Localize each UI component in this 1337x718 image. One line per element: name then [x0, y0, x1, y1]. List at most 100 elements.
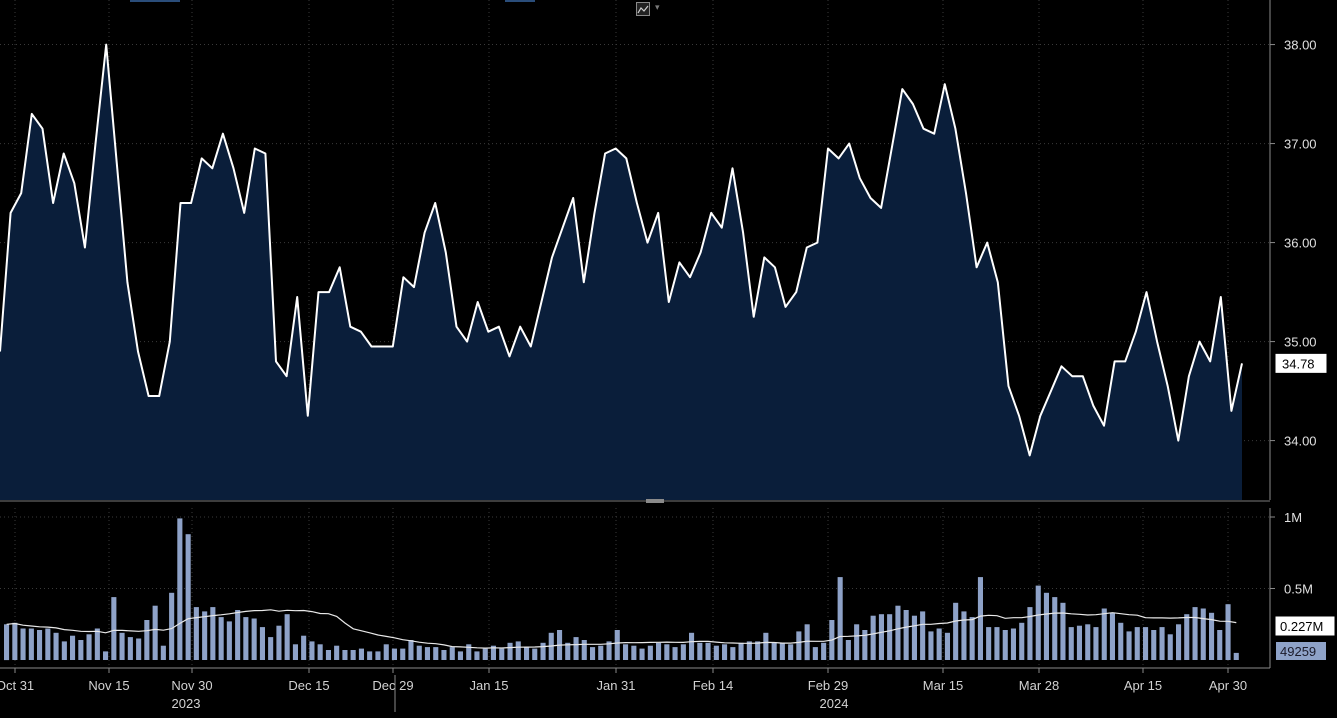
volume-bar [581, 640, 587, 660]
volume-bar [400, 648, 406, 660]
volume-bar [887, 614, 893, 660]
volume-bar [1019, 622, 1025, 660]
volume-bar [804, 624, 810, 661]
x-tick-label: Feb 29 [808, 678, 848, 693]
volume-bar [697, 642, 703, 660]
volume-bar [416, 645, 422, 660]
value-badges: 34.78 0.227M 49259 [1275, 353, 1335, 660]
volume-bar [812, 647, 818, 660]
volume-bar [837, 577, 843, 660]
volume-bar [1225, 604, 1231, 660]
volume-bar [903, 610, 909, 660]
volume-bar [358, 648, 364, 660]
last-price-value: 34.78 [1282, 356, 1315, 371]
volume-bar [169, 592, 175, 660]
volume-bar [490, 645, 496, 660]
volume-bar [28, 628, 34, 660]
volume-bar [821, 642, 827, 660]
volume-bar [573, 637, 579, 660]
volume-tick-label: 1M [1284, 510, 1302, 525]
volume-bar [771, 642, 777, 660]
x-tick-label: Oct 31 [0, 678, 34, 693]
volume-bar [235, 610, 241, 660]
volume-bar [606, 641, 612, 660]
x-tick-label: Dec 29 [372, 678, 413, 693]
price-tick-label: 38.00 [1284, 38, 1317, 53]
volume-bar [540, 642, 546, 660]
volume-bar [895, 605, 901, 660]
volume-bar [862, 630, 868, 660]
volume-bar [845, 640, 851, 660]
price-tick-label: 34.00 [1284, 434, 1317, 449]
axes: 38.00 37.00 36.00 35.00 34.00 1M 0.5M Oct 31 Nov… [0, 0, 1317, 712]
volume-bar [1167, 634, 1173, 660]
volume-bar [911, 615, 917, 660]
volume-bar [1118, 622, 1124, 660]
volume-bar [680, 644, 686, 660]
volume-bar [251, 618, 257, 660]
x-tick-label: Jan 15 [469, 678, 508, 693]
volume-bar [1192, 607, 1198, 660]
x-tick-label: Mar 15 [923, 678, 963, 693]
x-tick-label: Apr 30 [1209, 678, 1247, 693]
volume-bars [4, 518, 1239, 661]
volume-bar [482, 648, 488, 660]
last-price-badge [1275, 353, 1327, 373]
volume-bar [1134, 627, 1140, 660]
volume-bar [763, 632, 769, 660]
volume-tick-label: 0.5M [1284, 582, 1313, 597]
volume-bar [342, 650, 348, 660]
volume-bar [276, 625, 282, 660]
line-chart-icon[interactable] [636, 2, 650, 16]
chevron-down-icon[interactable]: ▾ [655, 3, 660, 13]
x-tick-label: Jan 31 [596, 678, 635, 693]
volume-bar [639, 648, 645, 660]
volume-bar [598, 645, 604, 660]
volume-bar [152, 605, 158, 660]
volume-bar [738, 642, 744, 660]
volume-bar [524, 647, 530, 660]
volume-bar [672, 647, 678, 660]
volume-bar [127, 637, 133, 660]
volume-bar [45, 628, 51, 660]
volume-bar [870, 615, 876, 660]
volume-bar [20, 628, 26, 660]
x-tick-label: Apr 15 [1124, 678, 1162, 693]
volume-bar [1010, 628, 1016, 660]
top-tab-right[interactable] [505, 0, 535, 2]
last-volume-badge [1276, 642, 1326, 660]
volume-bar [284, 614, 290, 660]
volume-bar [408, 640, 414, 660]
volume-bar [532, 648, 538, 660]
volume-bar [1176, 624, 1182, 661]
volume-bar [37, 630, 43, 660]
volume-bar [350, 650, 356, 660]
volume-bar [920, 611, 926, 660]
volume-bar [144, 620, 150, 660]
volume-bar [86, 634, 92, 660]
volume-bar [103, 651, 109, 660]
volume-bar [325, 650, 331, 660]
volume-average [6, 609, 1237, 649]
x-tick-label: Mar 28 [1019, 678, 1059, 693]
year-label: 2023 [172, 696, 201, 711]
volume-bar [457, 651, 463, 660]
volume-bar [185, 534, 191, 660]
price-line [0, 43, 1243, 457]
volume-bar [1200, 608, 1206, 660]
volume-bar [1217, 630, 1223, 660]
volume-bar [1184, 614, 1190, 660]
volume-bar [160, 645, 166, 660]
volume-bar [1093, 627, 1099, 660]
top-tab-left[interactable] [130, 0, 180, 2]
volume-bar [1151, 630, 1157, 660]
volume-bar [1159, 627, 1165, 660]
volume-bar [647, 645, 653, 660]
volume-bar [1076, 625, 1082, 660]
volume-bar [1052, 597, 1058, 660]
volume-bar [317, 644, 323, 660]
volume-bar [375, 651, 381, 660]
volume-bar [746, 641, 752, 660]
volume-bar [730, 647, 736, 660]
price-tick-label: 37.00 [1284, 137, 1317, 152]
